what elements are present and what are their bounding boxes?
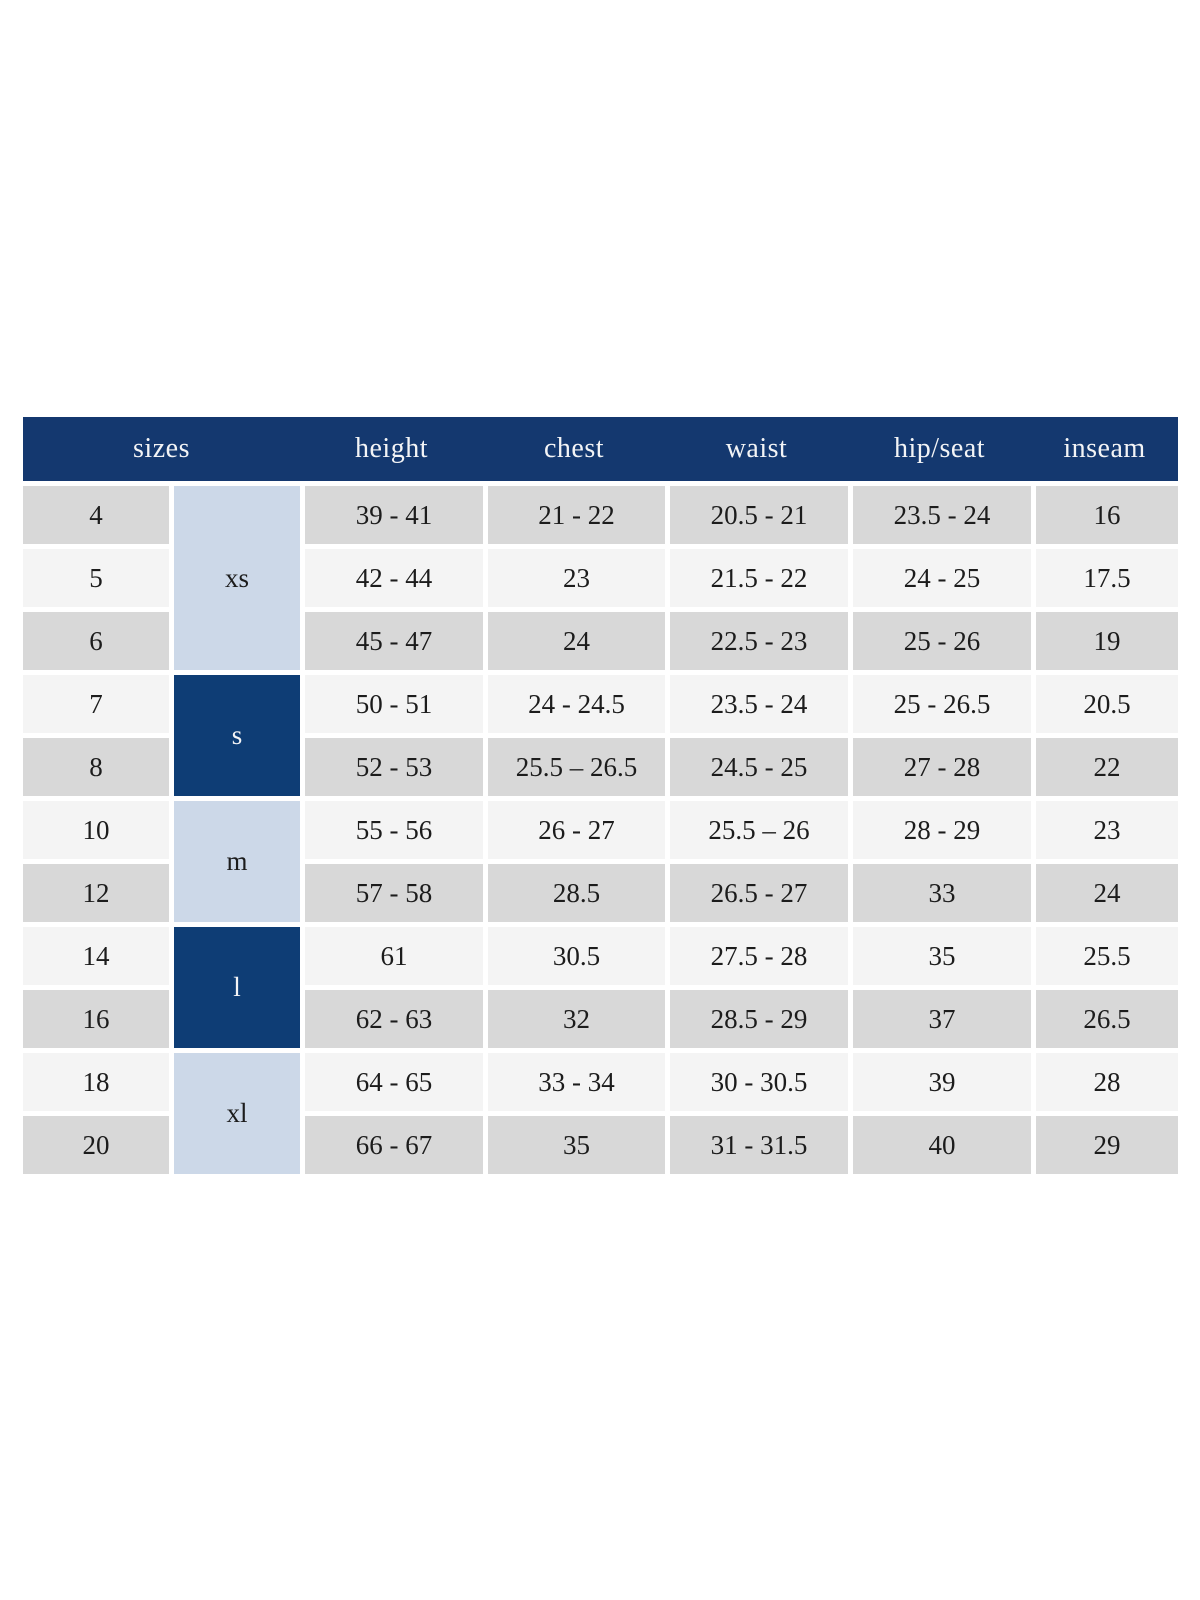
cell-size: 20: [23, 1111, 169, 1174]
cell-hip-seat: 25 - 26.5: [848, 670, 1031, 733]
cell-chest: 24 - 24.5: [483, 670, 665, 733]
cell-inseam: 22: [1031, 733, 1178, 796]
cell-waist: 30 - 30.5: [665, 1048, 848, 1111]
cell-waist: 22.5 - 23: [665, 607, 848, 670]
cell-inseam: 16: [1031, 481, 1178, 544]
cell-hip-seat: 39: [848, 1048, 1031, 1111]
cell-height: 62 - 63: [300, 985, 483, 1048]
col-header-hip-seat: hip/seat: [848, 417, 1031, 481]
cell-waist: 20.5 - 21: [665, 481, 848, 544]
size-group-cell-l: l: [169, 922, 300, 1048]
cell-inseam: 28: [1031, 1048, 1178, 1111]
cell-chest: 32: [483, 985, 665, 1048]
col-header-inseam: inseam: [1031, 417, 1178, 481]
cell-inseam: 29: [1031, 1111, 1178, 1174]
cell-inseam: 26.5: [1031, 985, 1178, 1048]
cell-waist: 21.5 - 22: [665, 544, 848, 607]
table-row: 4 xs 39 - 41 21 - 22 20.5 - 21 23.5 - 24 16: [23, 481, 1178, 670]
table-row: 12 57 - 58 28.5 26.5 - 27 33 24: [23, 859, 1178, 922]
cell-chest: 28.5: [483, 859, 665, 922]
cell-waist: 31 - 31.5: [665, 1111, 848, 1174]
cell-waist: 27.5 - 28: [665, 922, 848, 985]
cell-height: 45 - 47: [300, 607, 483, 670]
size-chart: sizes height chest waist hip/seat inseam…: [23, 417, 1178, 1174]
size-chart-table: sizes height chest waist hip/seat inseam…: [23, 417, 1178, 1174]
cell-hip-seat: 28 - 29: [848, 796, 1031, 859]
col-header-waist: waist: [665, 417, 848, 481]
cell-inseam: 25.5: [1031, 922, 1178, 985]
cell-chest: 35: [483, 1111, 665, 1174]
size-group-cell-s: s: [169, 670, 300, 796]
cell-waist: 26.5 - 27: [665, 859, 848, 922]
cell-hip-seat: 27 - 28: [848, 733, 1031, 796]
cell-waist: 23.5 - 24: [665, 670, 848, 733]
cell-chest: 33 - 34: [483, 1048, 665, 1111]
cell-chest: 23: [483, 544, 665, 607]
cell-size: 8: [23, 733, 169, 796]
col-header-sizes: sizes: [23, 417, 300, 481]
cell-height: 50 - 51: [300, 670, 483, 733]
cell-size: 14: [23, 922, 169, 985]
cell-waist: 25.5 – 26: [665, 796, 848, 859]
size-chart-body: 4 xs 39 - 41 21 - 22 20.5 - 21 23.5 - 24 16 5 42…: [23, 481, 1178, 1174]
table-row: 8 52 - 53 25.5 – 26.5 24.5 - 25 27 - 28 22: [23, 733, 1178, 796]
cell-inseam: 20.5: [1031, 670, 1178, 733]
cell-size: 7: [23, 670, 169, 733]
size-group-cell-xs: xs: [169, 481, 300, 670]
cell-hip-seat: 37: [848, 985, 1031, 1048]
table-row: 7 s 50 - 51 24 - 24.5 23.5 - 24 25 - 26.5 20.5: [23, 670, 1178, 796]
cell-hip-seat: 25 - 26: [848, 607, 1031, 670]
cell-waist: 28.5 - 29: [665, 985, 848, 1048]
cell-chest: 26 - 27: [483, 796, 665, 859]
cell-height: 52 - 53: [300, 733, 483, 796]
cell-size: 12: [23, 859, 169, 922]
cell-chest: 21 - 22: [483, 481, 665, 544]
table-row: 18 xl 64 - 65 33 - 34 30 - 30.5 39 28: [23, 1048, 1178, 1174]
col-header-chest: chest: [483, 417, 665, 481]
cell-size: 4: [23, 481, 169, 544]
col-header-height: height: [300, 417, 483, 481]
cell-height: 61: [300, 922, 483, 985]
cell-size: 10: [23, 796, 169, 859]
header-row: sizes height chest waist hip/seat inseam: [23, 417, 1178, 481]
cell-inseam: 19: [1031, 607, 1178, 670]
cell-size: 16: [23, 985, 169, 1048]
cell-hip-seat: 23.5 - 24: [848, 481, 1031, 544]
cell-chest: 24: [483, 607, 665, 670]
cell-height: 55 - 56: [300, 796, 483, 859]
cell-inseam: 23: [1031, 796, 1178, 859]
cell-inseam: 17.5: [1031, 544, 1178, 607]
cell-size: 5: [23, 544, 169, 607]
cell-height: 39 - 41: [300, 481, 483, 544]
cell-height: 42 - 44: [300, 544, 483, 607]
cell-chest: 25.5 – 26.5: [483, 733, 665, 796]
table-row: 5 42 - 44 23 21.5 - 22 24 - 25 17.5: [23, 544, 1178, 607]
table-row: 16 62 - 63 32 28.5 - 29 37 26.5: [23, 985, 1178, 1048]
cell-height: 66 - 67: [300, 1111, 483, 1174]
cell-hip-seat: 24 - 25: [848, 544, 1031, 607]
cell-size: 6: [23, 607, 169, 670]
cell-hip-seat: 40: [848, 1111, 1031, 1174]
cell-height: 64 - 65: [300, 1048, 483, 1111]
size-group-cell-m: m: [169, 796, 300, 922]
cell-hip-seat: 33: [848, 859, 1031, 922]
cell-hip-seat: 35: [848, 922, 1031, 985]
table-row: 6 45 - 47 24 22.5 - 23 25 - 26 19: [23, 607, 1178, 670]
cell-size: 18: [23, 1048, 169, 1111]
table-row: 20 66 - 67 35 31 - 31.5 40 29: [23, 1111, 1178, 1174]
cell-height: 57 - 58: [300, 859, 483, 922]
table-row: 14 l 61 30.5 27.5 - 28 35 25.5: [23, 922, 1178, 1048]
cell-chest: 30.5: [483, 922, 665, 985]
cell-waist: 24.5 - 25: [665, 733, 848, 796]
table-row: 10 m 55 - 56 26 - 27 25.5 – 26 28 - 29 23: [23, 796, 1178, 922]
cell-inseam: 24: [1031, 859, 1178, 922]
size-group-cell-xl: xl: [169, 1048, 300, 1174]
